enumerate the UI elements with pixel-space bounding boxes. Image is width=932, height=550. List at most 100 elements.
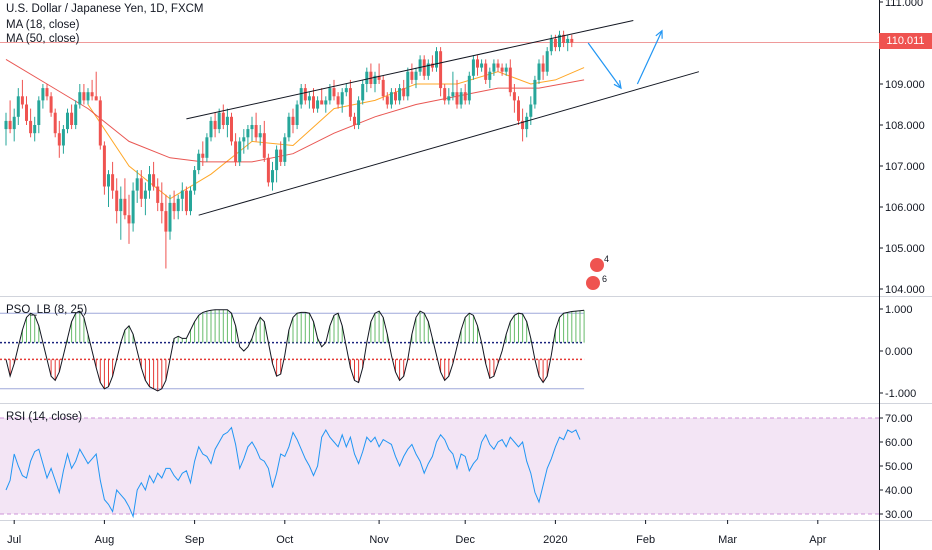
candle-body — [377, 75, 381, 80]
flag-badge-count: 4 — [604, 254, 609, 264]
candle-body — [217, 112, 221, 130]
candle-body — [4, 120, 8, 130]
event-badge-icon — [586, 276, 600, 290]
x-tick-label: 2020 — [543, 534, 567, 546]
candle-body — [492, 63, 496, 72]
candle-body — [242, 137, 246, 142]
candle-body — [537, 63, 541, 80]
candle-body — [541, 63, 545, 72]
symbol-title: U.S. Dollar / Japanese Yen, 1D, FXCM — [6, 3, 204, 15]
pso-line — [5, 309, 585, 392]
event-badge-count: 6 — [602, 274, 607, 284]
candle-body — [430, 63, 434, 68]
candle-body — [102, 145, 106, 187]
candle-body — [426, 63, 430, 76]
rsi-line — [5, 426, 581, 519]
candle-body — [447, 96, 451, 101]
candle-body — [385, 96, 389, 105]
candle-body — [307, 96, 311, 101]
candle-body — [422, 59, 426, 76]
candle-body — [467, 75, 471, 101]
candle-body — [172, 202, 176, 212]
candle-body — [205, 137, 209, 158]
x-tick-label: Jul — [7, 534, 21, 546]
candle-body — [271, 170, 274, 183]
rsi-tick-label: 30.00 — [885, 509, 913, 521]
candle-body — [533, 79, 537, 105]
candle-body — [139, 178, 143, 199]
rsi-tick-label: 40.00 — [885, 485, 913, 497]
candle-body — [197, 153, 201, 171]
candle-body — [57, 133, 61, 146]
candle-body — [98, 100, 102, 146]
x-tick-label: Dec — [455, 534, 475, 546]
candle-body — [29, 120, 33, 134]
candle-body — [111, 174, 115, 191]
x-tick-label: Oct — [276, 534, 293, 546]
candle-body — [123, 198, 127, 216]
candle-body — [549, 38, 553, 52]
candle-body — [246, 129, 250, 138]
candle-body — [184, 190, 188, 212]
candle-body — [37, 100, 41, 125]
candle-body — [45, 88, 49, 97]
candle-body — [12, 116, 16, 130]
candle-body — [107, 174, 110, 187]
x-tick-label: Sep — [185, 534, 205, 546]
candle-body — [418, 59, 422, 72]
candle-body — [316, 100, 320, 109]
candle-body — [553, 38, 557, 48]
x-tick-label: Aug — [95, 534, 115, 546]
candle-body — [443, 88, 447, 101]
candle-body — [328, 88, 332, 101]
candle-body — [78, 92, 82, 105]
candle-body — [545, 51, 549, 72]
candle-body — [262, 133, 266, 158]
candle-body — [283, 137, 287, 162]
candle-body — [398, 88, 402, 101]
candle-body — [365, 71, 369, 84]
candle-body — [234, 141, 238, 162]
ma50-legend: MA (50, close) — [6, 33, 80, 45]
projection-down-arrow — [587, 42, 622, 89]
candle-body — [221, 112, 225, 125]
candle-body — [82, 92, 86, 101]
candle-body — [127, 215, 131, 224]
candle-body — [291, 116, 295, 125]
rsi-tick-label: 70.00 — [885, 413, 913, 425]
ma18-legend: MA (18, close) — [6, 19, 80, 31]
candle-body — [353, 116, 356, 125]
candle-body — [312, 96, 315, 109]
flag-badge-icon — [590, 258, 604, 272]
candle-body — [61, 129, 65, 146]
candle-body — [463, 92, 467, 101]
candle-body — [8, 120, 12, 130]
candle-body — [344, 88, 348, 93]
candle-body — [41, 88, 45, 101]
candle-body — [86, 92, 90, 101]
candle-body — [53, 112, 57, 134]
candle-body — [33, 125, 37, 134]
candle-body — [570, 38, 574, 43]
candle-body — [279, 149, 283, 162]
y-tick-label: 105.000 — [885, 243, 925, 255]
candle-body — [131, 190, 135, 224]
candle-body — [459, 92, 463, 105]
pso-tick-label: 1.000 — [885, 304, 913, 316]
candle-body — [201, 153, 205, 158]
candle-body — [303, 88, 307, 101]
candle-body — [512, 92, 516, 101]
ma50-line — [5, 58, 585, 163]
candle-body — [266, 157, 270, 183]
candle-body — [439, 51, 443, 89]
candle-body — [562, 34, 566, 43]
candle-body — [414, 71, 418, 80]
candle-body — [525, 116, 529, 130]
candle-body — [90, 92, 94, 97]
candle-body — [230, 116, 233, 142]
candle-body — [381, 79, 385, 97]
candle-body — [299, 88, 303, 105]
candle-body — [295, 104, 299, 125]
candle-body — [180, 190, 184, 199]
